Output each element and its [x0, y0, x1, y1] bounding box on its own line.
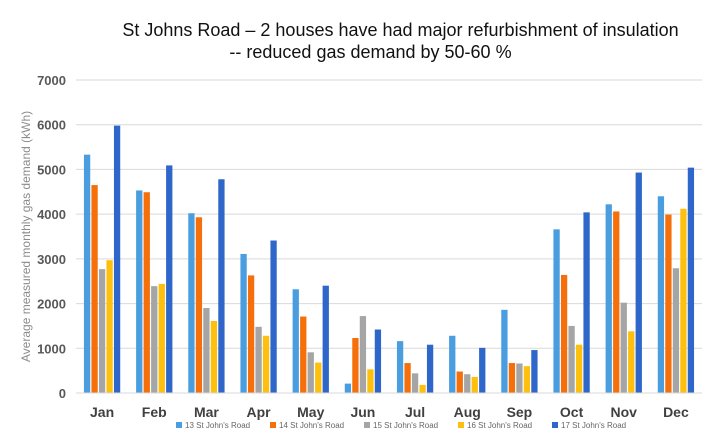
y-axis-label: Average measured monthly gas demand (kWh…	[19, 111, 33, 362]
y-tick-label: 6000	[37, 118, 66, 133]
bar	[628, 331, 635, 393]
bar	[166, 165, 173, 393]
bar	[464, 374, 471, 393]
bar	[419, 384, 426, 393]
bar	[374, 329, 382, 393]
bar	[449, 335, 456, 393]
bar	[553, 229, 560, 393]
bar	[203, 308, 210, 393]
bar	[218, 179, 225, 393]
bar	[270, 240, 277, 393]
bar	[113, 125, 121, 393]
bar	[456, 371, 463, 393]
bar	[583, 212, 590, 393]
x-tick-label: Aug	[454, 404, 481, 420]
bar	[255, 326, 262, 393]
bar	[344, 383, 352, 393]
bar	[657, 196, 665, 393]
bar	[568, 325, 575, 393]
bar	[396, 341, 404, 393]
bar	[426, 344, 434, 393]
bar	[359, 316, 367, 393]
bar	[560, 274, 568, 393]
y-tick-label: 4000	[37, 207, 66, 222]
bar	[352, 338, 359, 393]
legend-swatch	[552, 422, 558, 428]
x-tick-label: Oct	[560, 404, 584, 420]
y-tick-label: 7000	[37, 73, 66, 88]
bar	[262, 335, 270, 393]
bar	[98, 269, 106, 393]
bar	[680, 208, 687, 393]
y-tick-label: 3000	[37, 252, 66, 267]
legend-swatch	[364, 422, 370, 428]
bar	[292, 289, 299, 393]
bar	[516, 363, 523, 393]
x-tick-label: Jun	[350, 404, 375, 420]
bar	[613, 211, 620, 393]
x-tick-label: Mar	[194, 404, 219, 420]
legend-label: 14 St John's Road	[279, 421, 344, 430]
bar	[479, 347, 486, 393]
bar	[83, 154, 91, 393]
legend-label: 16 St John's Road	[467, 421, 532, 430]
bar	[367, 369, 374, 393]
bar	[665, 214, 672, 393]
bar	[672, 268, 680, 393]
bar	[143, 192, 150, 393]
bar	[508, 363, 516, 393]
bar	[531, 350, 538, 393]
bar	[300, 316, 307, 393]
bar	[91, 185, 98, 393]
bar	[471, 376, 478, 393]
y-tick-label: 0	[59, 386, 66, 401]
x-tick-label: Apr	[247, 404, 272, 420]
bar	[106, 260, 113, 393]
bar	[501, 309, 508, 393]
bar	[575, 344, 583, 393]
bar	[687, 167, 695, 393]
bar	[136, 190, 143, 393]
bar	[411, 373, 419, 393]
x-tick-label: Feb	[142, 404, 167, 420]
x-tick-label: Jan	[90, 404, 114, 420]
chart-subtitle: -- reduced gas demand by 50-60 %	[229, 42, 512, 62]
bar	[240, 253, 247, 393]
legend-swatch	[458, 422, 464, 428]
bar	[247, 275, 255, 393]
legend-label: 13 St John's Road	[185, 421, 250, 430]
chart-title: St Johns Road – 2 houses have had major …	[122, 20, 679, 40]
bar	[158, 283, 165, 393]
bar	[188, 213, 195, 393]
x-tick-label: Dec	[663, 404, 689, 420]
legend-label: 15 St John's Road	[373, 421, 438, 430]
bar	[605, 204, 612, 393]
bar	[523, 366, 531, 393]
bar	[195, 217, 203, 393]
bar	[151, 286, 158, 393]
x-tick-label: Nov	[611, 404, 638, 420]
bar	[315, 362, 322, 393]
bar	[322, 285, 329, 393]
x-tick-label: Sep	[507, 404, 533, 420]
y-tick-label: 1000	[37, 341, 66, 356]
legend-label: 17 St John's Road	[561, 421, 626, 430]
bar	[620, 302, 627, 393]
y-tick-label: 5000	[37, 162, 66, 177]
x-tick-label: Jul	[405, 404, 425, 420]
legend-swatch	[270, 422, 276, 428]
y-tick-label: 2000	[37, 297, 66, 312]
bar	[307, 352, 314, 393]
x-tick-label: May	[297, 404, 324, 420]
bar	[635, 172, 642, 393]
legend-swatch	[176, 422, 182, 428]
bar	[210, 321, 218, 393]
bar	[404, 363, 411, 393]
